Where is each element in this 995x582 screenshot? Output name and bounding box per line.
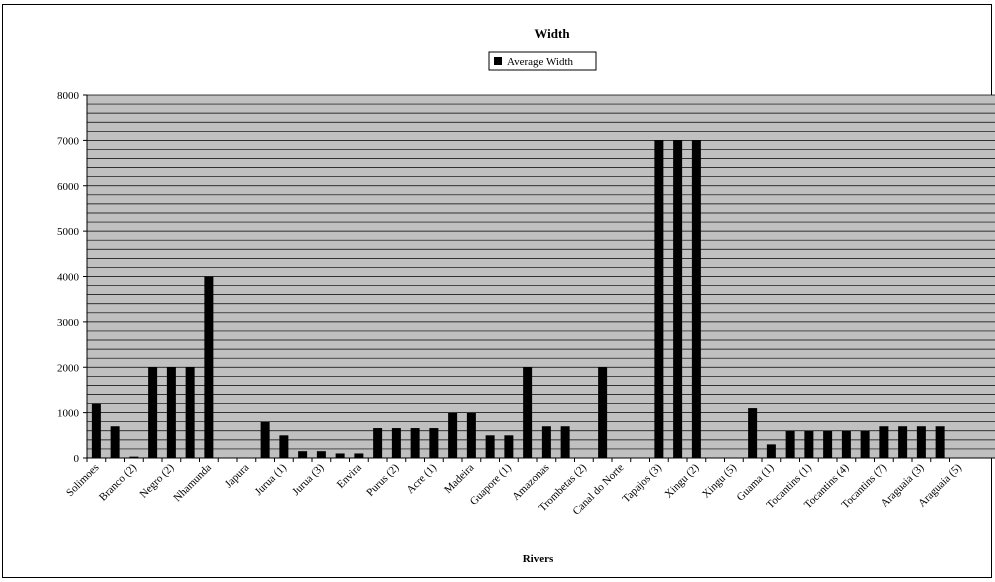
bar	[935, 426, 945, 458]
x-tick-label: Madeira	[442, 462, 476, 496]
bar	[129, 456, 139, 458]
bar	[260, 421, 270, 458]
x-tick-label: Purus (2)	[364, 461, 401, 498]
bar	[879, 426, 889, 458]
x-tick-label: Xingu (2)	[663, 461, 702, 500]
y-tick-label: 8000	[57, 90, 80, 102]
bar	[766, 444, 776, 458]
bar	[204, 276, 214, 458]
bar	[185, 367, 195, 458]
y-tick-label: 2000	[57, 362, 80, 374]
bar	[504, 435, 514, 458]
bar	[654, 140, 664, 458]
bar	[335, 453, 345, 458]
bar	[279, 435, 289, 458]
bar	[523, 367, 533, 458]
bar	[354, 453, 364, 458]
bar	[898, 426, 908, 458]
bar	[598, 367, 608, 458]
y-tick-labels: 0 1000 2000 3000 4000 5000 6000 7000 8000	[57, 90, 80, 465]
grid-lines	[87, 94, 995, 450]
bar	[298, 451, 308, 458]
bar	[410, 428, 420, 458]
bar	[860, 430, 870, 458]
bar	[916, 426, 926, 458]
legend-swatch	[494, 57, 502, 65]
bar	[823, 430, 833, 458]
y-tick-label: 1000	[57, 408, 80, 420]
bar	[673, 140, 683, 458]
bar	[560, 426, 570, 458]
bar	[148, 367, 158, 458]
chart-title: Width	[534, 26, 570, 41]
x-tick-label: Solimoes	[64, 462, 101, 499]
bar	[691, 140, 701, 458]
bar	[485, 435, 495, 458]
bar	[429, 428, 439, 458]
bar	[804, 430, 814, 458]
bar	[748, 408, 758, 458]
x-tick-label: Nhamunda	[171, 462, 214, 505]
bar	[316, 451, 326, 458]
legend: Average Width	[488, 51, 597, 71]
bar	[785, 430, 795, 458]
x-tick-label: Tapajos (3)	[620, 461, 664, 505]
y-tick-label: 5000	[57, 226, 80, 238]
x-axis-title: Rivers	[523, 553, 554, 565]
legend-label: Average Width	[507, 56, 574, 68]
x-tick-label: Jurua (1)	[253, 461, 290, 498]
bar	[541, 426, 551, 458]
bar	[110, 426, 120, 458]
x-tick-label: Negro (2)	[138, 461, 177, 500]
bar	[841, 430, 851, 458]
x-tick-label: Branco (2)	[97, 461, 139, 503]
y-tick-label: 3000	[57, 317, 80, 329]
y-tick-label: 0	[74, 453, 80, 465]
x-tick-label: Acre (1)	[404, 461, 439, 496]
bar	[166, 367, 176, 458]
bar	[448, 412, 458, 458]
bar	[91, 403, 101, 458]
y-tick-label: 4000	[57, 272, 80, 284]
y-tick-label: 7000	[57, 135, 80, 147]
x-tick-label: Envira	[335, 462, 364, 491]
bars	[91, 140, 945, 458]
bar	[391, 428, 401, 458]
x-tick-label: Jurua (3)	[290, 461, 327, 498]
x-tick-label: Japura	[223, 462, 252, 491]
bar	[466, 412, 476, 458]
legend-box	[488, 51, 597, 71]
axes	[83, 94, 995, 462]
x-tick-label: Xingu (5)	[700, 461, 739, 500]
bar	[373, 428, 383, 458]
y-tick-label: 6000	[57, 181, 80, 193]
